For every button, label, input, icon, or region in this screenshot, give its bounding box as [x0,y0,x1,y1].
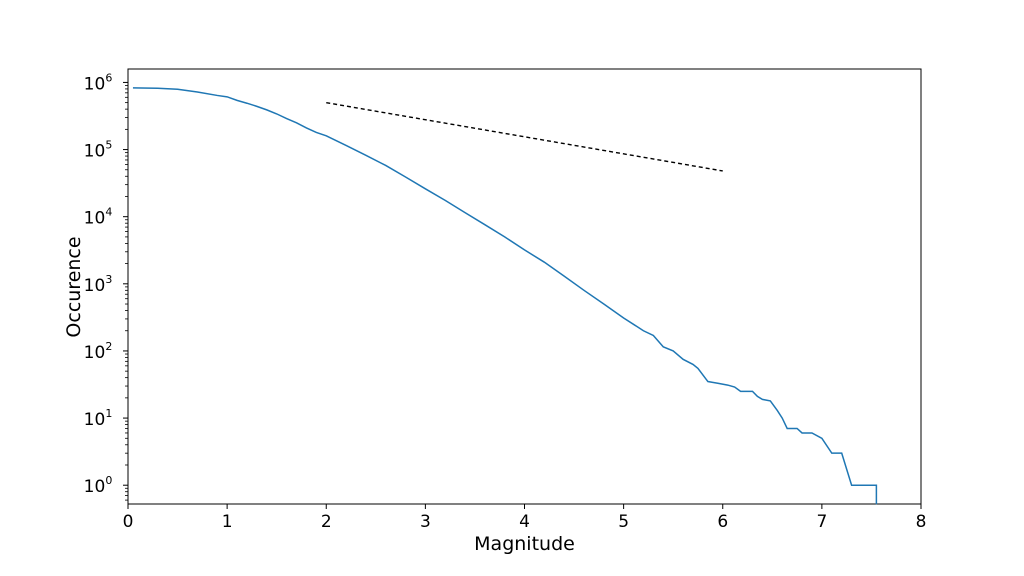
y-tick-label: 105 [84,139,113,162]
x-tick-label: 1 [222,512,233,532]
reference-dashed-line [326,101,723,172]
y-tick-label: 102 [84,340,113,363]
plot-frame [127,68,922,505]
y-tick-label: 106 [84,71,113,94]
x-tick-label: 3 [420,512,431,532]
x-axis: 0 1 2 3 4 5 6 7 8 [123,504,927,532]
x-tick-label: 4 [519,512,530,532]
y-tick-label: 104 [84,206,113,229]
y-axis: 100 101 102 103 104 105 106 [84,71,128,501]
x-tick-label: 2 [321,512,332,532]
y-tick-label: 101 [84,407,113,430]
x-tick-label: 8 [916,512,927,532]
x-tick-label: 7 [816,512,827,532]
y-axis-title: Occurence [63,236,85,337]
series-layer [132,87,878,505]
y-tick-label: 100 [84,474,113,497]
y-tick-label: 103 [84,273,113,296]
x-tick-label: 5 [618,512,629,532]
occurrence-series-line [132,87,878,505]
x-tick-label: 0 [123,512,134,532]
x-axis-title: Magnitude [474,533,575,555]
x-tick-label: 6 [717,512,728,532]
